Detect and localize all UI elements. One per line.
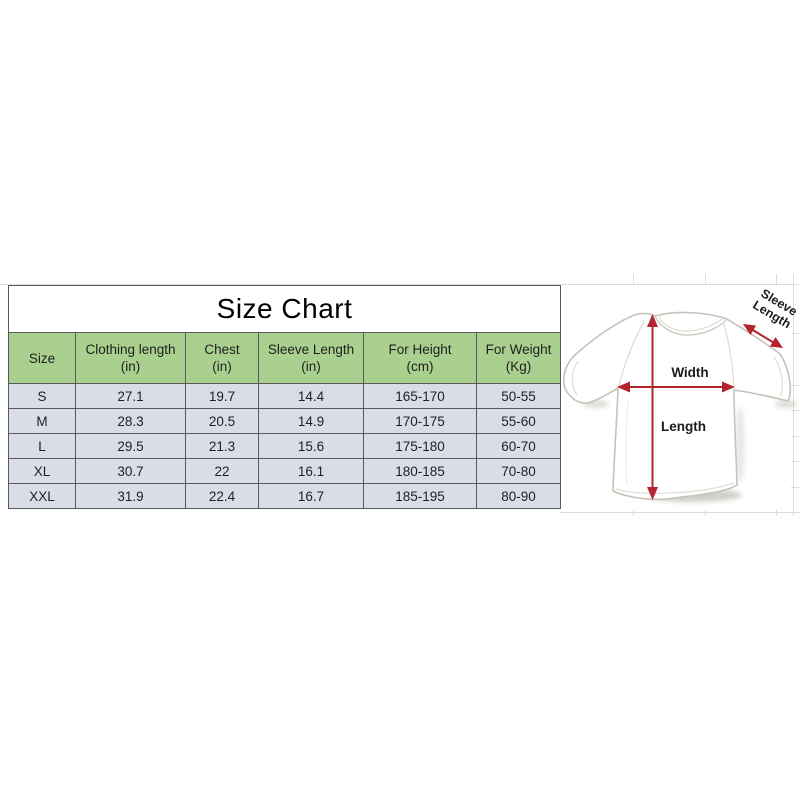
cell: 20.5 <box>185 408 259 434</box>
cell: 27.1 <box>75 383 186 409</box>
cell: 175-180 <box>363 433 477 459</box>
cell: 22.4 <box>185 483 259 509</box>
header-for-weight: For Weight (Kg) <box>475 332 562 384</box>
header-sleeve-length: Sleeve Length (in) <box>258 332 364 384</box>
cell: 70-80 <box>475 458 562 484</box>
table-row-xl: XL 30.7 22 16.1 180-185 70-80 <box>8 458 562 484</box>
header-clothing-length: Clothing length (in) <box>75 332 186 384</box>
cell: 165-170 <box>363 383 477 409</box>
cell: 14.4 <box>258 383 364 409</box>
cell: S <box>8 383 76 409</box>
table-row-s: S 27.1 19.7 14.4 165-170 50-55 <box>8 383 562 409</box>
cell: 29.5 <box>75 433 186 459</box>
cell: M <box>8 408 76 434</box>
width-label: Width <box>671 365 708 380</box>
cell: 170-175 <box>363 408 477 434</box>
length-arrow <box>647 314 658 500</box>
cell: 80-90 <box>475 483 562 509</box>
cell: 31.9 <box>75 483 186 509</box>
table-row-l: L 29.5 21.3 15.6 175-180 60-70 <box>8 433 562 459</box>
cell: 21.3 <box>185 433 259 459</box>
table-row-xxl: XXL 31.9 22.4 16.7 185-195 80-90 <box>8 483 562 509</box>
cell: 19.7 <box>185 383 259 409</box>
cell: 60-70 <box>475 433 562 459</box>
table-title: Size Chart <box>7 285 562 333</box>
header-chest: Chest (in) <box>185 332 259 384</box>
header-for-height: For Height (cm) <box>363 332 477 384</box>
cell: 16.1 <box>258 458 364 484</box>
cell: 22 <box>185 458 259 484</box>
cell: 55-60 <box>475 408 562 434</box>
table-row-m: M 28.3 20.5 14.9 170-175 55-60 <box>8 408 562 434</box>
size-chart-table: Size Chart Size Clothing length (in) Ches… <box>7 285 562 509</box>
spreadsheet-gridline <box>560 512 800 513</box>
spreadsheet-gridline <box>0 284 800 285</box>
cell: 28.3 <box>75 408 186 434</box>
cell: 15.6 <box>258 433 364 459</box>
cell: 180-185 <box>363 458 477 484</box>
cell: 185-195 <box>363 483 477 509</box>
cell: 14.9 <box>258 408 364 434</box>
header-size: Size <box>8 332 76 384</box>
cell: XXL <box>8 483 76 509</box>
length-label: Length <box>661 419 706 434</box>
cell: L <box>8 433 76 459</box>
width-arrow <box>617 381 735 393</box>
cell: XL <box>8 458 76 484</box>
sleeve-length-arrow <box>743 324 783 348</box>
cell: 50-55 <box>475 383 562 409</box>
cell: 30.7 <box>75 458 186 484</box>
cell: 16.7 <box>258 483 364 509</box>
tshirt-measurement-diagram: Width Length Sleeve Length <box>562 274 800 516</box>
tshirt-illustration <box>562 311 791 501</box>
